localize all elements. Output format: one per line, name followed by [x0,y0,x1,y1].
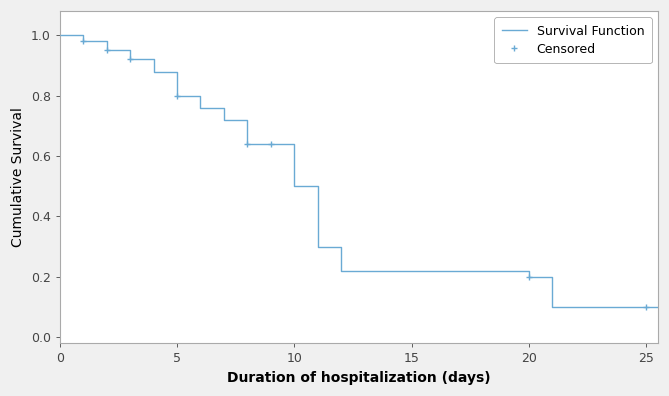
Y-axis label: Cumulative Survival: Cumulative Survival [11,107,25,247]
X-axis label: Duration of hospitalization (days): Duration of hospitalization (days) [227,371,490,385]
Legend: Survival Function, Censored: Survival Function, Censored [494,17,652,63]
